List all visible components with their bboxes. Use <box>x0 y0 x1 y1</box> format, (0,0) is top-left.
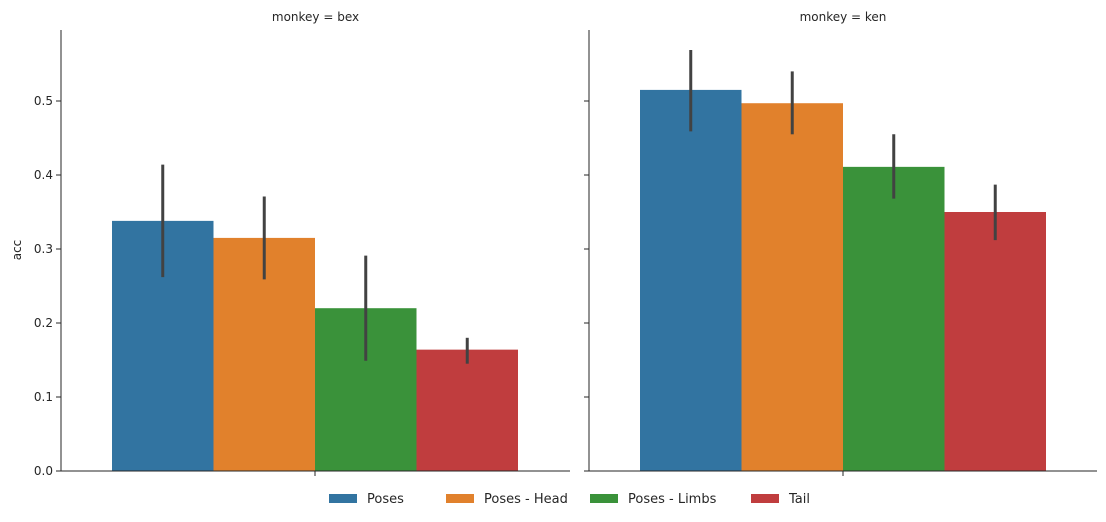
legend-swatch <box>751 494 779 503</box>
y-tick-label: 0.0 <box>34 464 53 478</box>
legend-label: Poses - Limbs <box>628 492 717 507</box>
legend-label: Poses - Head <box>484 492 568 507</box>
bar-4 <box>944 212 1046 471</box>
y-tick-label: 0.3 <box>34 242 53 256</box>
bar-3 <box>843 166 945 472</box>
legend-swatch <box>446 494 474 503</box>
legend-item-3: Poses - Limbs <box>590 492 717 507</box>
y-tick-label: 0.5 <box>34 94 53 108</box>
legend-swatch <box>590 494 618 503</box>
legend-item-2: Poses - Head <box>446 492 568 507</box>
legend-label: Poses <box>367 492 404 507</box>
legend: Poses Poses - Head Poses - Limbs Tail <box>329 492 810 507</box>
bar-2 <box>741 103 843 471</box>
legend-label: Tail <box>788 492 810 507</box>
panels: monkey = bex 0.0 0.1 0.2 0.3 0.4 0.5 monkey = k… <box>34 10 1097 478</box>
bar-4 <box>416 349 518 471</box>
panel-1: monkey = bex 0.0 0.1 0.2 0.3 0.4 0.5 <box>34 10 570 478</box>
panel-title: monkey = bex <box>272 10 359 24</box>
legend-item-1: Poses <box>329 492 404 507</box>
panel-2: monkey = ken <box>584 10 1097 476</box>
legend-swatch <box>329 494 357 503</box>
bar-1 <box>640 89 742 472</box>
y-tick-label: 0.1 <box>34 390 53 404</box>
panel-title: monkey = ken <box>800 10 887 24</box>
y-axis-label: acc <box>10 240 24 261</box>
y-tick-label: 0.4 <box>34 168 53 182</box>
legend-item-4: Tail <box>751 492 810 507</box>
y-tick-label: 0.2 <box>34 316 53 330</box>
